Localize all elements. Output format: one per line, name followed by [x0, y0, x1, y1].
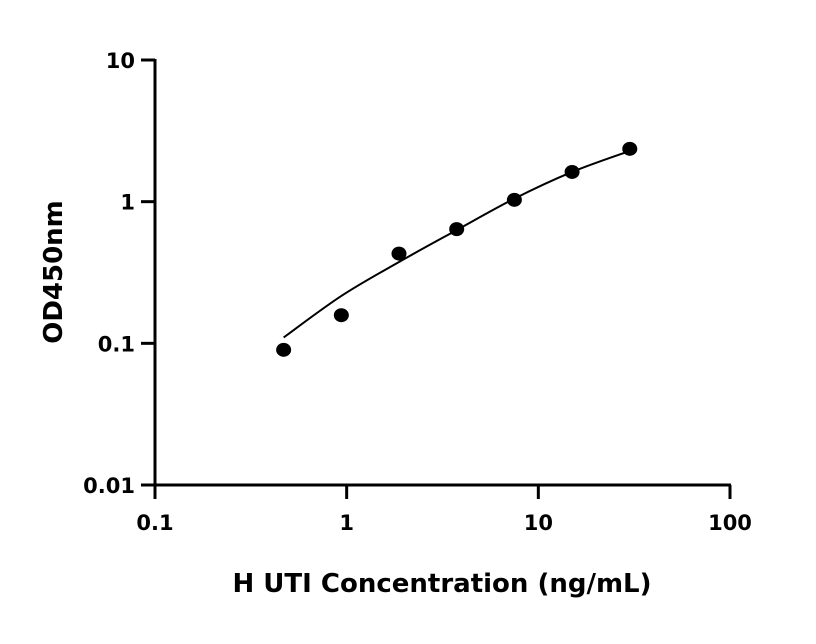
data-point: [564, 164, 580, 179]
data-point: [622, 141, 638, 156]
y-axis-label: OD450nm: [39, 200, 69, 344]
y-tick-label: 0.01: [83, 474, 135, 498]
x-axis-label: H UTI Concentration (ng/mL): [233, 569, 652, 599]
axes: [141, 58, 732, 499]
data-point: [276, 342, 292, 357]
x-tick-label: 10: [524, 511, 553, 535]
data-point: [449, 222, 465, 237]
y-tick-label: 1: [120, 191, 135, 215]
data-point: [391, 246, 407, 261]
x-tick-label: 1: [339, 511, 354, 535]
fit-curve: [283, 150, 631, 339]
x-tick-label: 0.1: [136, 511, 173, 535]
data-points: [276, 141, 638, 357]
data-point: [506, 192, 522, 207]
y-tick-labels: 0.01 0.1 1 10: [83, 49, 135, 498]
x-tick-labels: 0.1 1 10 100: [136, 511, 752, 535]
data-point: [333, 308, 349, 323]
y-tick-label: 0.1: [98, 332, 135, 356]
x-tick-label: 100: [708, 511, 752, 535]
y-tick-label: 10: [106, 49, 135, 73]
